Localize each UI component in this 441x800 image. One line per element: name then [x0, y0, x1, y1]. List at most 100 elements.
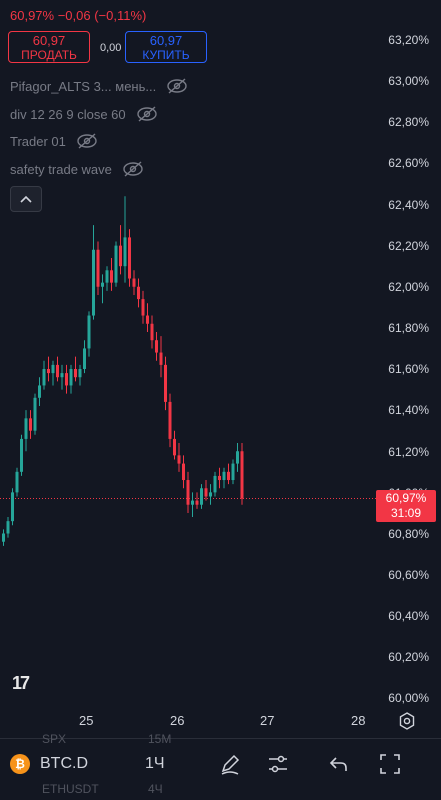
candle-body	[2, 533, 5, 542]
current-price-tag: 60,97% 31:09	[376, 490, 436, 522]
price-axis-label: 61,60%	[388, 362, 429, 377]
indicator-label: div 12 26 9 close 60	[10, 106, 126, 122]
price-axis-label: 62,80%	[388, 115, 429, 130]
candle-body	[83, 348, 86, 369]
candle-body	[231, 463, 235, 481]
price-axis-label: 61,20%	[388, 444, 429, 459]
price-axis-label: 63,00%	[388, 74, 429, 89]
undo-icon[interactable]	[327, 752, 351, 776]
candle-body	[47, 369, 50, 374]
sell-button[interactable]: 60,97 ПРОДАТЬ	[8, 31, 90, 63]
candle-body	[191, 500, 194, 505]
candle-body	[42, 369, 46, 386]
candle-body	[204, 488, 208, 497]
eye-off-icon[interactable]	[166, 78, 188, 94]
candle-body	[213, 475, 217, 493]
candle-body	[186, 480, 190, 505]
price-axis-label: 62,40%	[388, 197, 429, 212]
candle-body	[177, 455, 181, 464]
sell-label: ПРОДАТЬ	[21, 48, 77, 62]
price-axis-label: 60,80%	[388, 526, 429, 541]
indicator-label: Trader 01	[10, 133, 66, 149]
indicator-safety[interactable]: safety trade wave	[10, 161, 144, 177]
candle-body	[209, 492, 212, 497]
symbol-selector[interactable]: BTC.D	[40, 755, 88, 772]
price-axis-label: 60,00%	[388, 691, 429, 706]
candle-body	[11, 492, 14, 522]
price-axis-label: 61,80%	[388, 321, 429, 336]
candle-body	[150, 323, 154, 341]
candle-body	[168, 401, 172, 439]
ghost-watchlist-symbol: SPX	[42, 732, 67, 746]
price-axis-label: 60,20%	[388, 650, 429, 665]
candle-body	[240, 451, 244, 499]
price-axis-label: 60,60%	[388, 567, 429, 582]
sliders-icon[interactable]	[266, 752, 290, 776]
time-axis-label: 25	[79, 713, 94, 728]
ghost-watchlist-symbol: ETHUSDT	[42, 782, 99, 796]
candle-body	[92, 249, 95, 316]
candle-body	[132, 278, 136, 287]
time-axis-label: 27	[260, 713, 275, 728]
interval-selector[interactable]: 1Ч	[145, 755, 165, 772]
candle-body	[200, 488, 203, 505]
eye-off-icon[interactable]	[136, 106, 158, 122]
candle-body	[101, 282, 104, 287]
candle-body	[128, 237, 131, 279]
price-axis-label: 61,40%	[388, 403, 429, 418]
bitcoin-icon: ₿	[10, 754, 30, 774]
indicator-pifagor[interactable]: Pifagor_ALTS 3... мень...	[10, 78, 188, 94]
candle-body	[29, 418, 32, 431]
candle-body	[173, 438, 176, 456]
candle-body	[96, 249, 100, 287]
pen-icon[interactable]	[218, 752, 242, 776]
current-price-value: 60,97%	[385, 491, 427, 505]
candle-body	[69, 369, 73, 386]
collapse-indicators-button[interactable]	[10, 186, 42, 212]
candle-body	[74, 369, 77, 378]
eye-off-icon[interactable]	[122, 161, 144, 177]
candle-body	[195, 500, 199, 505]
candle-body	[227, 471, 230, 481]
indicator-label: safety trade wave	[10, 161, 112, 177]
candle-body	[15, 471, 19, 493]
price-axis-label: 62,00%	[388, 279, 429, 294]
price-axis-label: 62,60%	[388, 156, 429, 171]
candle-body	[218, 475, 221, 481]
indicator-label: Pifagor_ALTS 3... мень...	[10, 78, 157, 94]
candle-body	[78, 369, 82, 378]
chevron-up-icon	[20, 195, 32, 203]
candle-body	[119, 245, 122, 267]
fullscreen-icon[interactable]	[378, 752, 402, 776]
indicator-trader[interactable]: Trader 01	[10, 133, 98, 149]
tradingview-logo: 17	[12, 673, 30, 693]
indicator-div[interactable]: div 12 26 9 close 60	[10, 106, 158, 122]
candle-body	[20, 438, 23, 472]
ghost-watchlist-interval: 15M	[148, 732, 172, 746]
bottom-toolbar	[0, 738, 441, 791]
price-change-text: 60,97% −0,06 (−0,11%)	[10, 8, 147, 23]
candle-body	[6, 521, 10, 534]
candlestick-chart[interactable]	[0, 0, 441, 738]
time-axis-label: 26	[170, 713, 185, 728]
buy-button[interactable]: 60,97 КУПИТЬ	[125, 31, 207, 63]
candle-body	[87, 315, 91, 349]
candle-body	[164, 364, 167, 402]
candle-body	[141, 299, 145, 316]
candle-body	[236, 451, 239, 464]
candle-body	[182, 463, 185, 481]
candle-body	[222, 471, 226, 481]
eye-off-icon[interactable]	[76, 133, 98, 149]
candle-body	[137, 286, 140, 300]
candle-body	[105, 270, 109, 283]
candle-body	[38, 385, 41, 398]
candle-body	[24, 418, 28, 439]
time-axis-label: 28	[351, 713, 366, 728]
candle-countdown: 31:09	[390, 506, 422, 520]
gear-icon[interactable]	[398, 712, 416, 730]
buy-price: 60,97	[149, 33, 183, 48]
price-axis-label: 62,20%	[388, 238, 429, 253]
candle-body	[146, 315, 149, 324]
price-axis-label: 60,40%	[388, 609, 429, 624]
buy-label: КУПИТЬ	[142, 48, 190, 62]
